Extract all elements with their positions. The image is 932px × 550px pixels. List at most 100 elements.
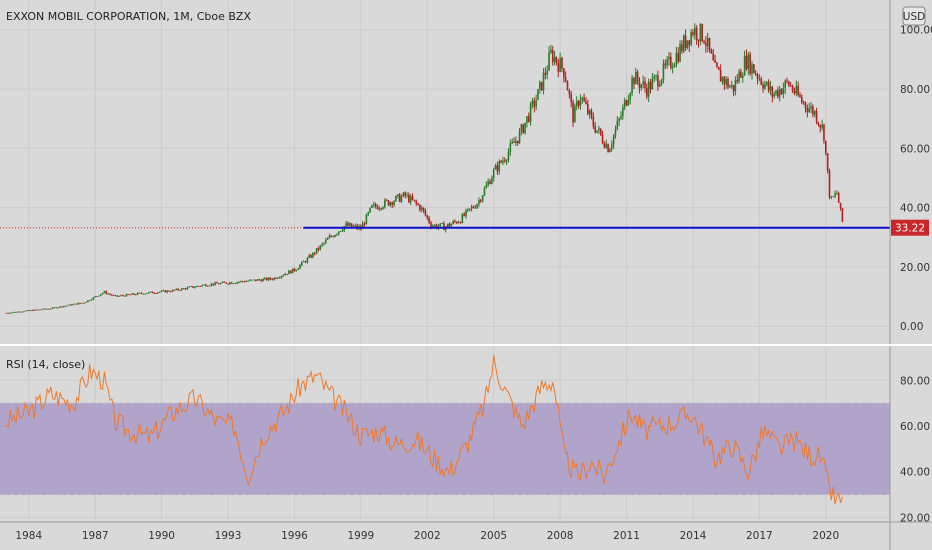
candle-body: [114, 295, 117, 297]
candle-body: [184, 288, 187, 290]
candle-body: [94, 296, 96, 298]
x-tick-label: 2014: [680, 530, 707, 542]
candle-body: [553, 56, 556, 63]
chart-title: EXXON MOBIL CORPORATION, 1M, Cboe BZX: [6, 10, 251, 23]
candle-body: [754, 73, 757, 75]
price-tick-label: 100.00: [900, 25, 932, 37]
candle-body: [780, 89, 783, 95]
candle-body: [288, 270, 290, 275]
rsi-series-line: [6, 355, 843, 505]
candle-body: [535, 100, 537, 107]
candle-body: [612, 135, 615, 145]
candle-body: [306, 257, 309, 263]
candle-body: [302, 261, 305, 263]
candle-body: [485, 184, 488, 189]
candle-body: [531, 100, 534, 104]
candle-body: [599, 128, 602, 135]
x-tick-label: 1996: [281, 530, 308, 542]
candle-body: [404, 192, 406, 196]
candle-body: [109, 293, 111, 295]
candle-body: [432, 226, 434, 228]
candle-body: [29, 310, 32, 311]
candle-body: [592, 116, 595, 127]
candle-body: [670, 56, 672, 69]
candle-body: [304, 261, 307, 263]
candle-body: [716, 62, 718, 68]
candle-body: [245, 281, 248, 282]
candle-body: [727, 78, 729, 88]
candle-body: [461, 214, 464, 223]
candle-body: [474, 207, 477, 209]
candle-body: [160, 290, 163, 292]
candle-body: [46, 308, 49, 310]
candle-body: [522, 124, 525, 134]
candle-body: [697, 39, 700, 42]
candle-body: [13, 311, 15, 313]
candle-body: [695, 27, 698, 40]
candle-body: [500, 160, 502, 163]
candle-body: [269, 277, 272, 280]
candle-body: [112, 295, 115, 297]
candle-body: [839, 202, 842, 209]
candle-body: [524, 122, 526, 134]
candle-body: [448, 223, 451, 227]
candle-body: [164, 290, 167, 293]
candle-body: [509, 143, 512, 152]
candle-body: [20, 311, 23, 313]
candle-body: [395, 195, 397, 202]
candle-body: [664, 63, 667, 66]
rsi-tick-label: 40.00: [900, 467, 930, 479]
price-tick-label: 40.00: [900, 203, 930, 215]
candle-body: [39, 309, 41, 311]
x-tick-label: 2017: [746, 530, 773, 542]
candle-body: [253, 279, 255, 281]
candle-body: [563, 68, 565, 78]
candle-body: [72, 304, 74, 306]
candle-body: [520, 124, 523, 131]
candle-body: [627, 99, 630, 106]
candle-body: [31, 310, 34, 311]
candle-body: [701, 24, 703, 42]
candle-body: [195, 286, 198, 288]
candle-body: [168, 290, 170, 292]
candle-body: [507, 151, 510, 161]
candle-body: [623, 100, 626, 108]
candle-body: [254, 279, 257, 281]
candle-body: [171, 289, 174, 292]
candle-body: [775, 90, 777, 94]
candle-body: [566, 81, 569, 91]
candle-body: [836, 192, 838, 194]
candle-body: [579, 99, 582, 106]
candle-body: [546, 70, 549, 75]
candle-body: [439, 223, 442, 227]
candle-body: [717, 67, 720, 70]
candle-body: [131, 293, 133, 295]
candle-body: [315, 248, 318, 254]
currency-button[interactable]: USD: [902, 6, 926, 26]
rsi-band: [0, 403, 890, 495]
candle-body: [260, 279, 263, 282]
candle-body: [81, 302, 84, 304]
candle-body: [295, 269, 298, 271]
x-tick-label: 2005: [480, 530, 507, 542]
candle-body: [751, 64, 753, 74]
candle-body: [332, 236, 334, 238]
candle-body: [286, 273, 288, 275]
candle-body: [417, 203, 419, 206]
candle-body: [513, 142, 515, 143]
candle-body: [684, 35, 687, 48]
candle-body: [293, 268, 296, 271]
candle-body: [229, 282, 231, 285]
candle-body: [16, 311, 19, 313]
candle-body: [730, 85, 733, 87]
candle-body: [18, 311, 21, 313]
candle-body: [712, 53, 715, 61]
candle-body: [219, 282, 222, 285]
candle-body: [647, 81, 650, 97]
candle-body: [385, 199, 388, 201]
candle-body: [262, 278, 264, 282]
candle-body: [631, 77, 633, 94]
candle-body: [764, 84, 766, 89]
candle-body: [27, 310, 30, 312]
